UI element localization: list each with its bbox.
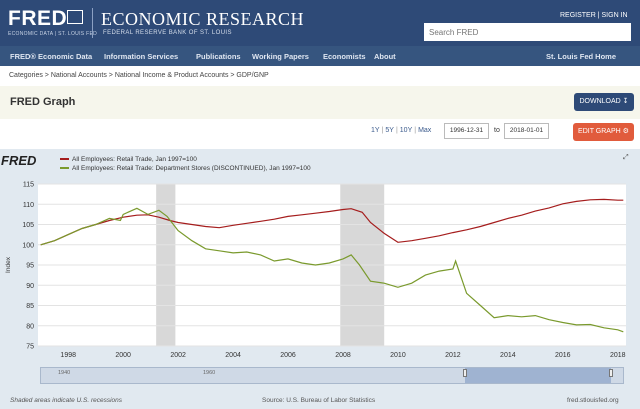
y-tick-label-100: 100	[22, 242, 34, 249]
y-tick-label-110: 110	[23, 202, 34, 209]
start-date-input[interactable]: 1996-12-31	[444, 123, 489, 139]
title-bar: FRED Graph	[0, 86, 640, 119]
navigator-label-1940: 1940	[58, 370, 71, 376]
y-tick-label-85: 85	[26, 303, 34, 310]
range-selector: 1Y | 5Y | 10Y | Max	[371, 127, 431, 134]
line-chart[interactable]: 75 80 85 90 95 100 105 110 115 1998 2000 2002 2004 20…	[0, 176, 640, 366]
search-input[interactable]	[424, 23, 631, 41]
y-axis-label: Index	[5, 256, 12, 273]
range-max[interactable]: Max	[418, 127, 432, 134]
navigator-selection[interactable]	[465, 368, 611, 383]
download-icon: ↧	[622, 98, 629, 105]
x-tick-label-2006: 2006	[280, 352, 296, 359]
y-tick-label-95: 95	[26, 263, 34, 270]
date-to-label: to	[494, 127, 500, 134]
recession-note: Shaded areas indicate U.S. recessions	[10, 397, 123, 404]
y-tick-label-80: 80	[26, 323, 34, 330]
series-line-1	[40, 207, 624, 333]
download-button[interactable]: DOWNLOAD ↧	[574, 93, 634, 111]
gear-icon: ⚙	[622, 128, 629, 135]
site-subtitle: FEDERAL RESERVE BANK OF ST. LOUIS	[103, 30, 232, 36]
series-line-0	[40, 198, 624, 246]
x-tick-label-2014: 2014	[500, 352, 516, 359]
x-tick-label-2002: 2002	[170, 352, 186, 359]
x-tick-label-2004: 2004	[225, 352, 241, 359]
site-header: FRED ECONOMIC DATA | ST. LOUIS FED ECONO…	[0, 0, 640, 46]
x-tick-label-2000: 2000	[115, 352, 131, 359]
navigator-label-1960: 1960	[203, 370, 216, 376]
fred-logo-graph-icon	[67, 10, 83, 24]
legend-swatch-green	[60, 167, 69, 170]
y-tick-label-105: 105	[22, 222, 34, 229]
header-divider	[92, 8, 93, 38]
nav-publications[interactable]: Publications	[196, 52, 241, 61]
range-separator: |	[395, 127, 398, 134]
main-nav: FRED® Economic Data Information Services…	[0, 46, 640, 66]
legend-label-retail: All Employees: Retail Trade, Jan 1997=10…	[72, 156, 197, 163]
range-10y[interactable]: 10Y	[399, 127, 413, 134]
legend-item-retail: All Employees: Retail Trade, Jan 1997=10…	[60, 156, 197, 163]
x-tick-label-2008: 2008	[335, 352, 351, 359]
legend-item-department-stores: All Employees: Retail Trade: Department …	[60, 165, 311, 172]
expand-icon[interactable]: ⤢	[623, 154, 629, 161]
x-tick-label-2012: 2012	[445, 352, 461, 359]
source-note: Source: U.S. Bureau of Labor Statistics	[262, 397, 376, 404]
nav-fred-data[interactable]: FRED® Economic Data	[10, 52, 93, 61]
range-separator: |	[381, 127, 384, 134]
nav-economists[interactable]: Economists	[323, 52, 366, 61]
y-tick-label-75: 75	[26, 344, 34, 351]
site-title[interactable]: ECONOMIC RESEARCH	[101, 9, 305, 29]
nav-about[interactable]: About	[374, 52, 396, 61]
download-label: DOWNLOAD	[579, 98, 621, 105]
x-tick-label-2018: 2018	[610, 352, 626, 359]
navigator-right-handle[interactable]	[609, 369, 613, 377]
range-5y[interactable]: 5Y	[385, 127, 394, 134]
nav-information-services[interactable]: Information Services	[104, 52, 179, 61]
logo-subtitle: ECONOMIC DATA | ST. LOUIS FED	[8, 31, 97, 37]
navigator-left-handle[interactable]	[463, 369, 467, 377]
site-url[interactable]: fred.stlouisfed.org	[567, 397, 619, 404]
y-tick-label-90: 90	[26, 283, 34, 290]
account-links: REGISTER | SIGN IN	[560, 12, 628, 19]
breadcrumb[interactable]: Categories > National Accounts > Nationa…	[9, 72, 269, 79]
range-separator: |	[414, 127, 417, 134]
nav-st-louis-fed-home[interactable]: St. Louis Fed Home	[546, 52, 617, 61]
fred-logo[interactable]: FRED	[8, 7, 68, 30]
edit-graph-label: EDIT GRAPH	[578, 128, 621, 135]
legend-swatch-red	[60, 158, 69, 161]
y-tick-label-115: 115	[23, 182, 34, 189]
register-link[interactable]: REGISTER	[560, 12, 596, 19]
page-title: FRED Graph	[10, 96, 76, 108]
x-tick-label-1998: 1998	[60, 352, 76, 359]
legend-label-department-stores: All Employees: Retail Trade: Department …	[72, 165, 311, 172]
end-date-input[interactable]: 2018-01-01	[504, 123, 549, 139]
nav-working-papers[interactable]: Working Papers	[252, 52, 309, 61]
sign-in-link[interactable]: SIGN IN	[601, 12, 628, 19]
link-separator: |	[597, 12, 602, 19]
edit-graph-button[interactable]: EDIT GRAPH ⚙	[573, 123, 634, 141]
x-tick-label-2016: 2016	[555, 352, 571, 359]
range-1y[interactable]: 1Y	[371, 127, 380, 134]
x-tick-label-2010: 2010	[390, 352, 406, 359]
graph-fred-logo: FRED	[1, 153, 37, 168]
